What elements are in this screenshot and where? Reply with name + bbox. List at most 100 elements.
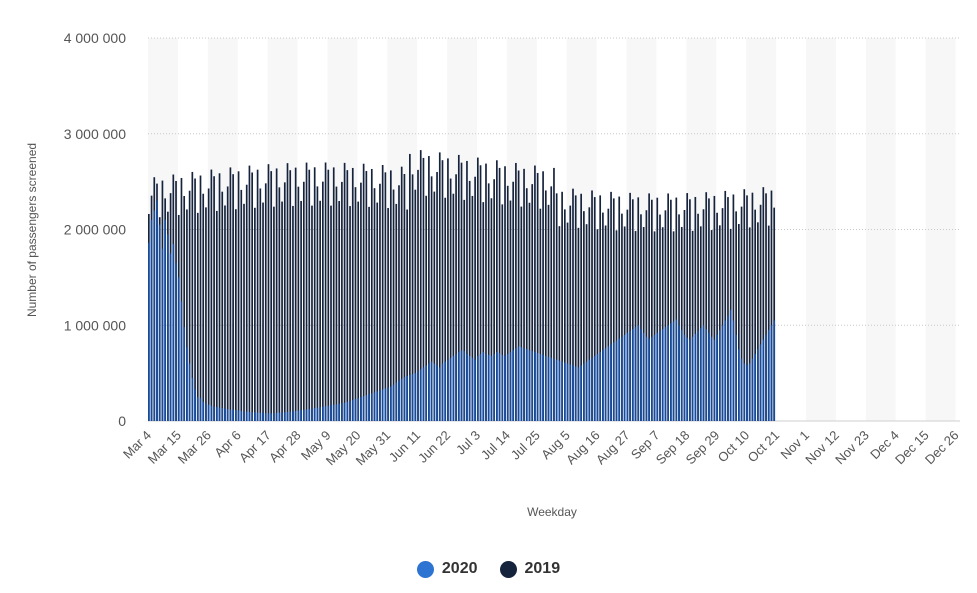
bar-2019 bbox=[264, 183, 267, 421]
bar-2019 bbox=[515, 162, 517, 421]
bar-2019 bbox=[721, 208, 724, 421]
bar-2020 bbox=[433, 363, 436, 421]
bar-2020 bbox=[531, 351, 534, 421]
bar-2020 bbox=[490, 355, 493, 421]
bar-2019 bbox=[629, 192, 631, 421]
bar-2020 bbox=[313, 408, 316, 421]
bar-2020 bbox=[213, 406, 215, 421]
bar-2019 bbox=[623, 226, 626, 421]
bar-2020 bbox=[262, 412, 264, 421]
bar-2019 bbox=[349, 206, 351, 421]
bar-2020 bbox=[659, 330, 661, 421]
bar-2019 bbox=[727, 197, 729, 421]
bar-2020 bbox=[177, 277, 180, 421]
bar-2019 bbox=[281, 201, 283, 421]
bar-2019 bbox=[743, 189, 746, 421]
bar-2019 bbox=[444, 197, 447, 421]
bar-2020 bbox=[447, 359, 449, 421]
bar-2019 bbox=[237, 171, 240, 421]
bar-2020 bbox=[341, 403, 343, 421]
bar-2019 bbox=[406, 209, 408, 421]
bar-2019 bbox=[262, 202, 264, 421]
bar-2019 bbox=[550, 186, 553, 421]
legend-item-2019[interactable]: 2019 bbox=[499, 560, 560, 578]
bar-2019 bbox=[591, 190, 593, 421]
bar-2019 bbox=[411, 174, 414, 421]
bar-2019 bbox=[387, 208, 389, 421]
bar-2019 bbox=[294, 167, 297, 421]
bar-2019 bbox=[517, 170, 520, 421]
bar-2019 bbox=[754, 209, 757, 421]
bar-2019 bbox=[735, 211, 737, 421]
bar-2020 bbox=[523, 348, 525, 421]
bar-2020 bbox=[759, 344, 762, 421]
bar-2020 bbox=[735, 334, 737, 421]
bar-2019 bbox=[520, 206, 523, 421]
bar-2020 bbox=[645, 336, 648, 421]
bar-2019 bbox=[699, 226, 702, 421]
bar-2020 bbox=[436, 365, 438, 421]
bar-2020 bbox=[351, 399, 354, 421]
bar-2019 bbox=[395, 203, 398, 421]
x-tick-label: Jul 25 bbox=[508, 428, 543, 463]
bar-2019 bbox=[542, 171, 544, 421]
bar-2019 bbox=[659, 214, 661, 421]
bar-2019 bbox=[762, 187, 765, 421]
bar-2019 bbox=[558, 226, 561, 421]
y-tick-label: 2 000 000 bbox=[64, 222, 126, 238]
bar-2020 bbox=[667, 325, 669, 421]
bar-2020 bbox=[672, 321, 675, 421]
bar-2020 bbox=[542, 354, 544, 421]
bar-2019 bbox=[235, 209, 237, 421]
bar-2019 bbox=[324, 162, 327, 421]
bar-2020 bbox=[270, 413, 273, 421]
bar-2020 bbox=[302, 409, 305, 421]
bar-2019 bbox=[438, 152, 441, 422]
bar-2020 bbox=[593, 355, 596, 421]
legend-item-2020[interactable]: 2020 bbox=[416, 560, 478, 578]
bar-2019 bbox=[770, 190, 773, 421]
bar-2019 bbox=[425, 195, 428, 421]
bar-2019 bbox=[713, 195, 716, 421]
bar-2019 bbox=[341, 181, 343, 421]
bar-2019 bbox=[313, 167, 316, 421]
bar-2020 bbox=[626, 332, 629, 421]
bar-2020 bbox=[392, 384, 395, 421]
bar-2020 bbox=[520, 347, 523, 421]
bar-2019 bbox=[718, 225, 721, 421]
bar-2020 bbox=[406, 375, 408, 421]
bar-2019 bbox=[468, 180, 471, 421]
bar-2020 bbox=[327, 405, 330, 421]
bar-2019 bbox=[259, 188, 262, 421]
bar-2020 bbox=[710, 336, 713, 421]
bar-2020 bbox=[297, 410, 300, 421]
bar-2020 bbox=[705, 329, 708, 421]
bar-2020 bbox=[226, 409, 229, 421]
x-tick-label: Jun 11 bbox=[386, 428, 424, 466]
x-tick-label: Dec 26 bbox=[922, 428, 962, 468]
bar-2019 bbox=[686, 193, 689, 421]
bar-2020 bbox=[215, 407, 218, 421]
bar-2020 bbox=[612, 342, 615, 421]
bar-2019 bbox=[338, 200, 341, 421]
bar-2020 bbox=[591, 357, 593, 421]
bar-2019 bbox=[180, 177, 183, 421]
bar-2020 bbox=[319, 407, 321, 421]
bar-2019 bbox=[403, 174, 406, 421]
bar-2020 bbox=[414, 373, 417, 421]
bar-2019 bbox=[213, 176, 215, 421]
bar-2020 bbox=[245, 411, 248, 421]
bar-2020 bbox=[167, 234, 169, 421]
x-tick-label: Jun 22 bbox=[415, 428, 453, 466]
bar-2020 bbox=[354, 398, 357, 421]
bar-2020 bbox=[289, 411, 292, 421]
bar-2019 bbox=[626, 209, 629, 421]
bar-2019 bbox=[583, 211, 585, 421]
bar-2019 bbox=[199, 175, 202, 421]
bar-2019 bbox=[368, 206, 370, 421]
bar-2020 bbox=[512, 350, 515, 421]
bar-2019 bbox=[670, 199, 672, 421]
bar-2020 bbox=[387, 387, 389, 421]
bar-2019 bbox=[577, 227, 580, 421]
